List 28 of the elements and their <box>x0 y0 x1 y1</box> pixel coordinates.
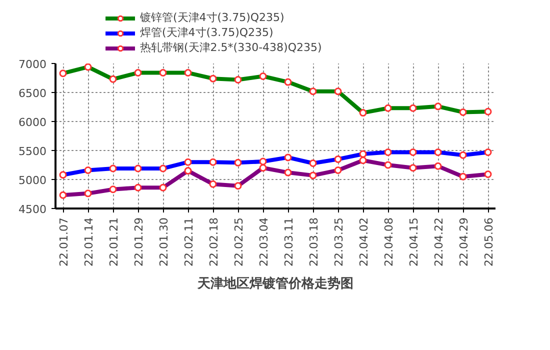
x-tick-label: 22.04.29 <box>458 218 470 266</box>
y-tick-label: 7000 <box>18 58 47 71</box>
y-tick-label: 5500 <box>18 145 47 158</box>
x-tick-label: 22.03.11 <box>282 218 296 266</box>
legend-label: 热轧带钢(天津2.5*(330-438)Q235) <box>140 40 322 55</box>
legend-label: 焊管(天津4寸(3.75)Q235) <box>140 25 274 40</box>
text: 天津地区焊镀管价格走势图 <box>196 276 354 292</box>
y-tick-label: 6500 <box>18 87 47 100</box>
x-tick-label: 22.03.18 <box>308 218 320 266</box>
x-tick-label: 22.04.22 <box>432 218 446 266</box>
x-tick-label: 22.01.30 <box>158 218 170 266</box>
x-tick-label: 22.01.29 <box>132 218 146 266</box>
x-tick-label: 22.01.14 <box>82 218 96 266</box>
legend-label: 镀锌管(天津4寸(3.75)Q235) <box>140 10 284 25</box>
x-tick-label: 22.04.15 <box>408 218 420 266</box>
y-tick-label: 6000 <box>18 116 47 129</box>
x-tick-label: 22.05.06 <box>482 218 496 266</box>
y-tick-label: 5000 <box>18 174 47 187</box>
x-tick-label: 22.02.11 <box>182 218 196 266</box>
x-tick-label: 22.03.25 <box>332 218 346 266</box>
x-tick-label: 22.02.18 <box>208 218 220 266</box>
x-tick-label: 22.04.02 <box>358 218 370 266</box>
x-tick-label: 22.01.07 <box>58 218 70 266</box>
x-tick-label: 22.03.04 <box>258 218 270 266</box>
x-tick-label: 22.01.21 <box>108 218 120 266</box>
x-tick-label: 22.02.25 <box>232 218 246 266</box>
y-tick-label: 4500 <box>18 203 47 216</box>
x-tick-label: 22.04.08 <box>382 218 396 266</box>
